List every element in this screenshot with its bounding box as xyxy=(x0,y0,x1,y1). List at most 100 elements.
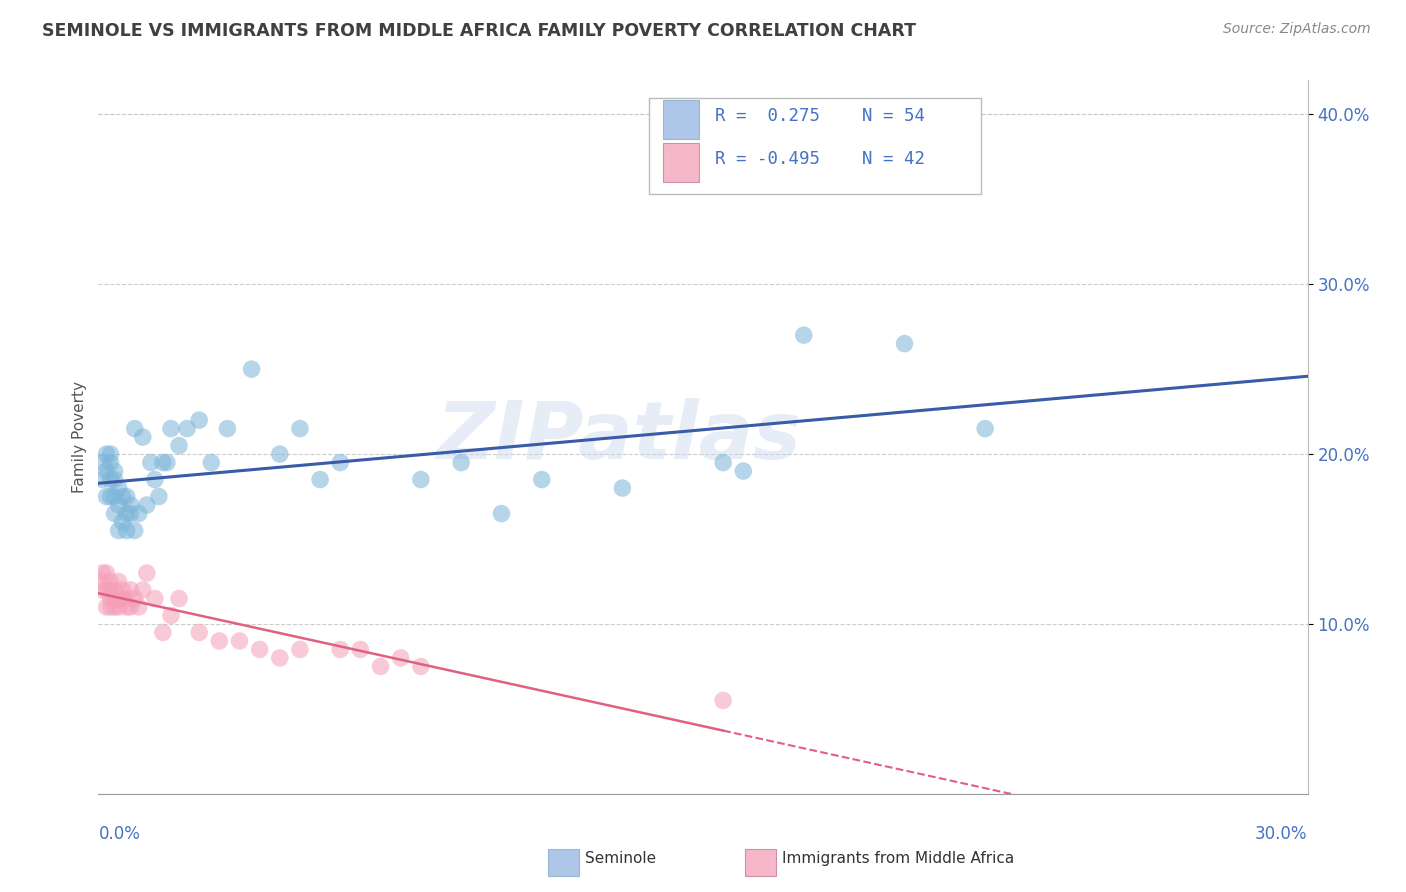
Point xyxy=(107,574,129,589)
Point xyxy=(100,574,122,589)
Point xyxy=(107,481,129,495)
Point xyxy=(974,421,997,435)
Point xyxy=(96,464,118,478)
Point xyxy=(143,591,166,606)
Point xyxy=(128,507,150,521)
Point xyxy=(91,456,114,470)
Point xyxy=(103,591,125,606)
Text: 0.0%: 0.0% xyxy=(98,825,141,843)
Point xyxy=(156,456,179,470)
Point xyxy=(217,421,239,435)
Point xyxy=(107,591,129,606)
FancyBboxPatch shape xyxy=(664,143,699,182)
Point xyxy=(152,625,174,640)
Text: Source: ZipAtlas.com: Source: ZipAtlas.com xyxy=(1223,22,1371,37)
Point xyxy=(96,582,118,597)
Point xyxy=(91,582,114,597)
Point xyxy=(450,456,472,470)
Point xyxy=(269,447,291,461)
Point xyxy=(124,421,146,435)
Point xyxy=(124,524,146,538)
Text: Immigrants from Middle Africa: Immigrants from Middle Africa xyxy=(782,851,1014,865)
Point xyxy=(115,524,138,538)
Point xyxy=(139,456,162,470)
Point xyxy=(103,599,125,614)
Point xyxy=(143,473,166,487)
Point xyxy=(96,566,118,580)
Point xyxy=(115,591,138,606)
Text: ZIPatlas: ZIPatlas xyxy=(436,398,801,476)
Point xyxy=(100,582,122,597)
Point xyxy=(160,421,183,435)
Point xyxy=(100,599,122,614)
Point xyxy=(135,566,157,580)
Point xyxy=(148,490,170,504)
Point xyxy=(176,421,198,435)
Point xyxy=(120,498,142,512)
Point xyxy=(91,566,114,580)
Point xyxy=(100,456,122,470)
Point xyxy=(167,439,190,453)
Point xyxy=(208,634,231,648)
Point xyxy=(491,507,513,521)
Point xyxy=(309,473,332,487)
Text: Seminole: Seminole xyxy=(585,851,657,865)
Point xyxy=(111,591,134,606)
Point xyxy=(228,634,250,648)
Point xyxy=(711,456,734,470)
Point xyxy=(160,608,183,623)
Point xyxy=(115,507,138,521)
Point xyxy=(793,328,815,343)
Point xyxy=(120,599,142,614)
Point xyxy=(409,659,432,673)
Point xyxy=(249,642,271,657)
Y-axis label: Family Poverty: Family Poverty xyxy=(72,381,87,493)
Point xyxy=(530,473,553,487)
Point xyxy=(103,490,125,504)
Point xyxy=(96,490,118,504)
Point xyxy=(240,362,263,376)
Point xyxy=(120,507,142,521)
FancyBboxPatch shape xyxy=(664,100,699,139)
Point xyxy=(103,507,125,521)
Point xyxy=(128,599,150,614)
Point xyxy=(124,591,146,606)
Point xyxy=(288,642,311,657)
Point xyxy=(409,473,432,487)
Point xyxy=(100,591,122,606)
Point xyxy=(135,498,157,512)
Text: 30.0%: 30.0% xyxy=(1256,825,1308,843)
Point xyxy=(370,659,392,673)
Point xyxy=(329,642,352,657)
Point xyxy=(733,464,755,478)
Point xyxy=(107,524,129,538)
Point xyxy=(107,599,129,614)
Point xyxy=(288,421,311,435)
Point xyxy=(120,582,142,597)
Point xyxy=(100,473,122,487)
Point xyxy=(103,464,125,478)
Point xyxy=(100,447,122,461)
Point xyxy=(612,481,634,495)
Text: R =  0.275    N = 54: R = 0.275 N = 54 xyxy=(716,107,925,125)
Point xyxy=(188,413,211,427)
Point xyxy=(152,456,174,470)
Point xyxy=(111,515,134,529)
Point xyxy=(115,490,138,504)
Point xyxy=(103,582,125,597)
Point xyxy=(132,582,155,597)
Point xyxy=(349,642,371,657)
Point xyxy=(893,336,915,351)
Point xyxy=(107,498,129,512)
Point xyxy=(111,490,134,504)
Point xyxy=(329,456,352,470)
Point xyxy=(115,599,138,614)
Point xyxy=(91,473,114,487)
Point xyxy=(111,582,134,597)
Point xyxy=(96,447,118,461)
Point xyxy=(103,473,125,487)
Point xyxy=(96,599,118,614)
Point xyxy=(100,490,122,504)
Point xyxy=(132,430,155,444)
Point xyxy=(167,591,190,606)
